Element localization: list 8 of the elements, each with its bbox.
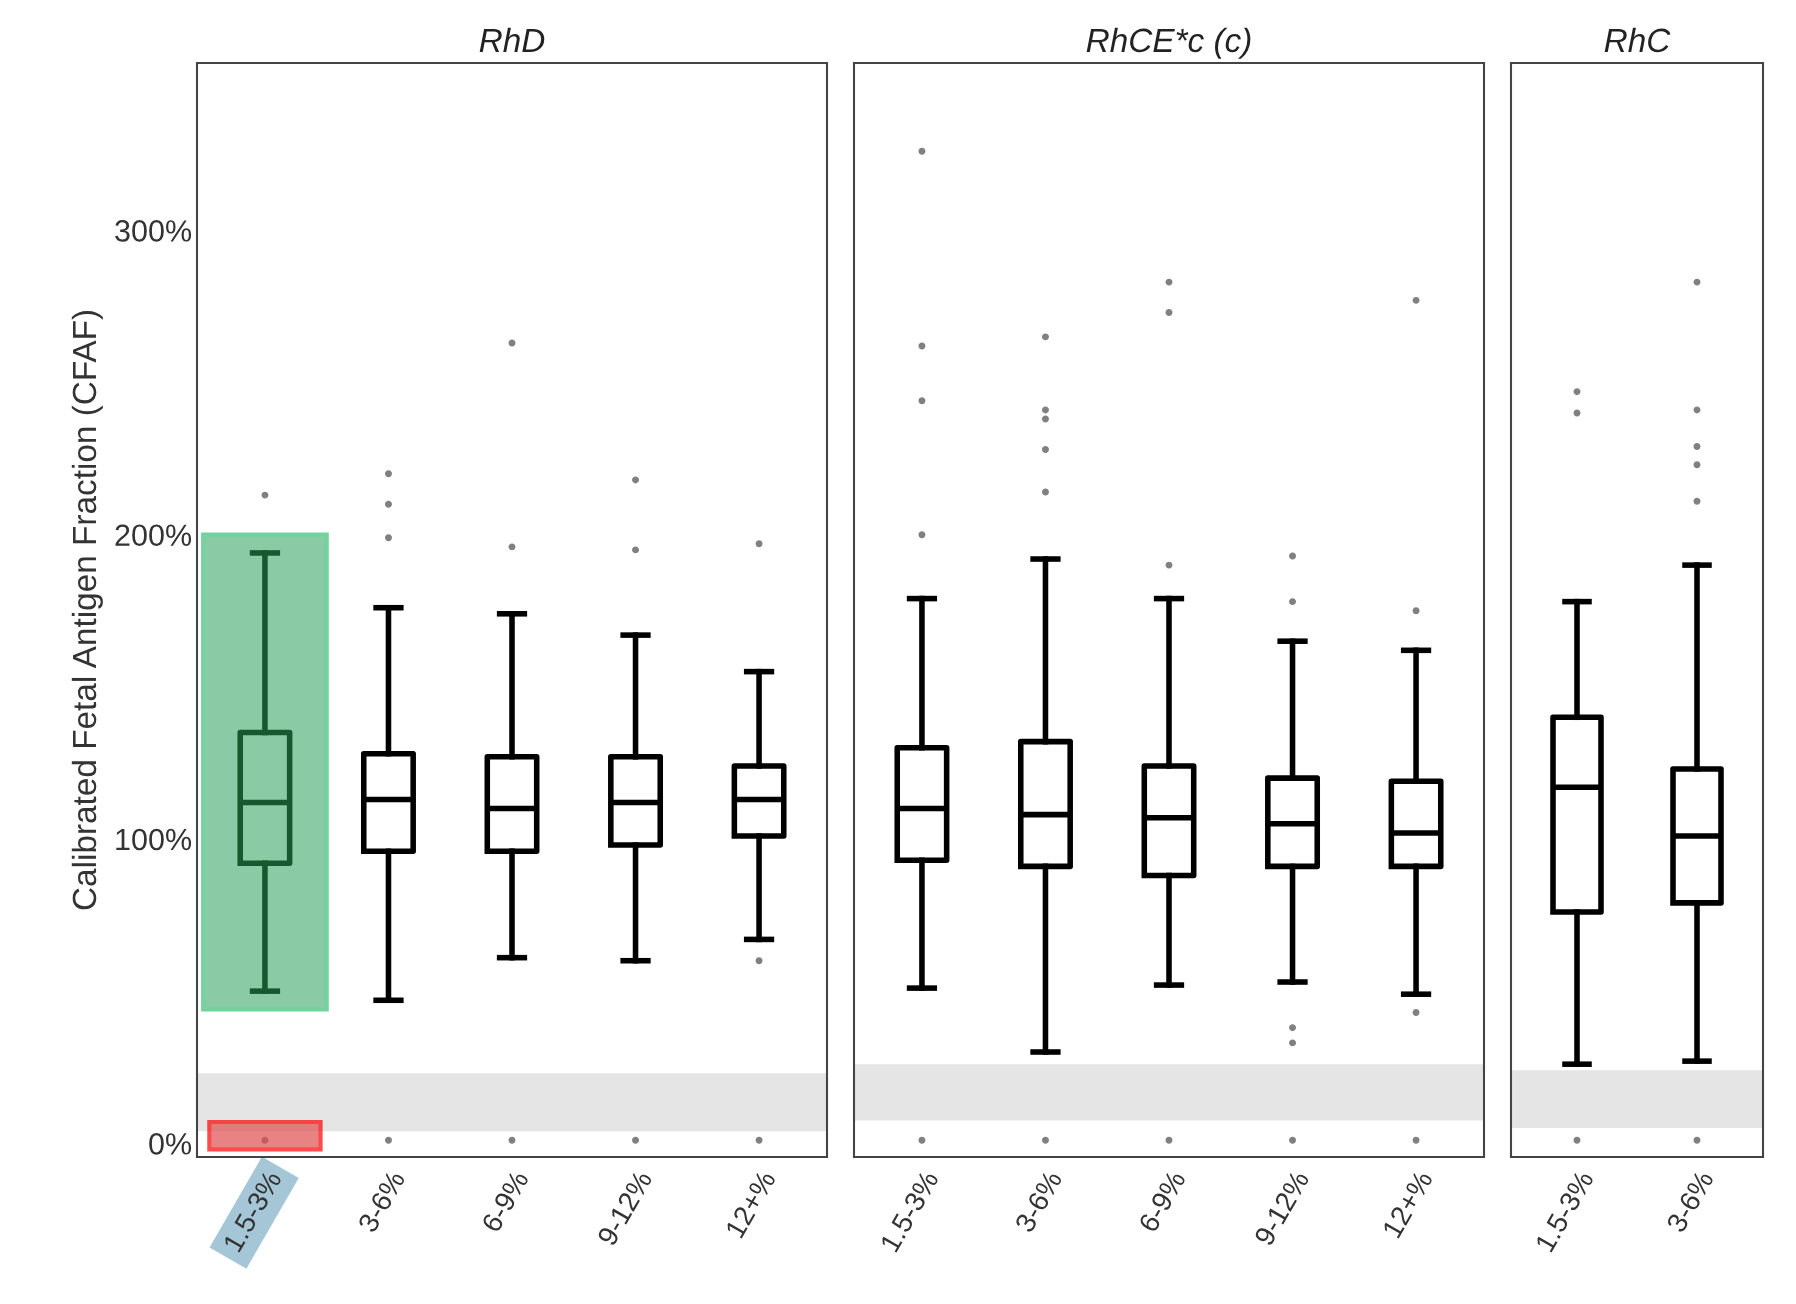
y-axis-title: Calibrated Fetal Antigen Fraction (CFAF) xyxy=(71,310,103,910)
chart-title: RhD xyxy=(479,27,545,52)
chart-title: RhCE*c (c) xyxy=(1086,27,1251,59)
chart-title: RhC xyxy=(1604,27,1671,53)
y-tick-label: 100% xyxy=(116,828,192,851)
y-tick-label: 200% xyxy=(115,524,192,547)
y-tick-label: 0% xyxy=(149,1133,192,1155)
y-tick-label: 300% xyxy=(115,220,192,242)
